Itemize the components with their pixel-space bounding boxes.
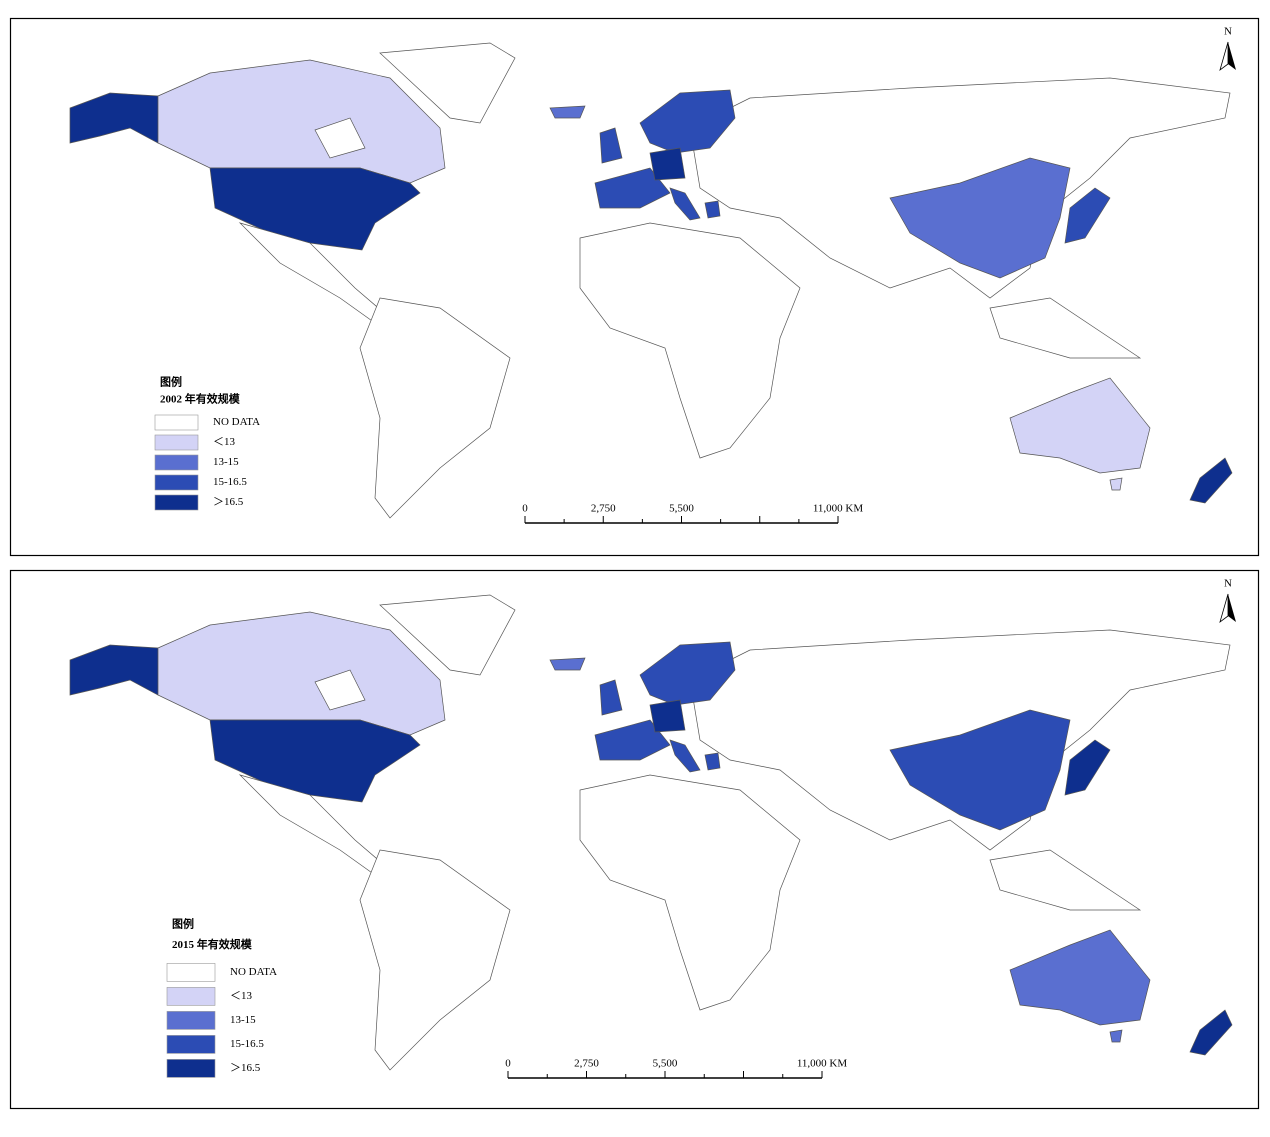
legend-subtitle: 2002 年有效规模: [160, 392, 241, 406]
iceland: [549, 105, 586, 119]
legend-swatch: [154, 474, 199, 491]
greece: [704, 200, 721, 219]
legend-swatch: [154, 454, 199, 471]
africa: [579, 222, 801, 459]
new-zealand: [1189, 457, 1233, 504]
china: [889, 709, 1071, 831]
north-label: N: [1224, 578, 1232, 590]
uk: [599, 127, 623, 164]
alaska: [69, 644, 159, 696]
legend-swatch: [166, 1059, 216, 1078]
greenland: [379, 594, 516, 676]
germany: [649, 147, 686, 181]
north-arrow: [1228, 594, 1236, 622]
china: [889, 157, 1071, 279]
legend-swatch: [154, 494, 199, 511]
legend-subtitle: 2015 年有效规模: [172, 937, 253, 951]
scale-label: 2,750: [574, 1058, 599, 1070]
north-arrow-outline: [1219, 593, 1229, 624]
legend-label: 13-15: [230, 1014, 256, 1026]
greece: [704, 752, 721, 771]
iceland: [549, 657, 586, 671]
scale-label: 0: [522, 503, 528, 515]
legend-title: 图例: [160, 375, 182, 389]
scale-label: 11,000 KM: [813, 503, 864, 515]
legend-swatch: [154, 414, 199, 431]
africa: [579, 774, 801, 1011]
greenland: [379, 42, 516, 124]
japan: [1064, 187, 1111, 244]
uk: [599, 679, 623, 716]
germany: [649, 699, 686, 733]
legend-swatch: [154, 434, 199, 451]
australia: [1009, 377, 1151, 474]
canada: [157, 59, 446, 184]
se-asia: [989, 297, 1142, 359]
alaska: [69, 92, 159, 144]
map-panel: 图例 2015 年有效规模 NO DATA ＜13 13-15 15-16.5 ＞16.5 0…: [9, 569, 1260, 1110]
legend-label: ＜13: [213, 436, 235, 448]
legend-label: 15-16.5: [213, 476, 247, 488]
legend-label: ＜13: [230, 990, 252, 1002]
scale-label: 5,500: [653, 1058, 678, 1070]
map-panel: 图例 2002 年有效规模 NO DATA ＜13 13-15 15-16.5 ＞16.5 0…: [9, 17, 1260, 557]
france-spain: [594, 719, 671, 761]
legend-label: NO DATA: [230, 966, 277, 978]
se-asia: [989, 849, 1142, 911]
australia: [1009, 929, 1151, 1026]
legend-label: ＞16.5: [230, 1062, 261, 1074]
legend-label: ＞16.5: [213, 496, 244, 508]
legend-swatch: [166, 1035, 216, 1054]
tasmania: [1109, 477, 1123, 491]
scale-label: 5,500: [669, 503, 694, 515]
south-america: [359, 297, 511, 519]
italy: [669, 739, 701, 773]
scale-label: 11,000 KM: [797, 1058, 848, 1070]
legend-swatch: [166, 1011, 216, 1030]
legend-label: NO DATA: [213, 416, 260, 428]
legend-swatch: [166, 963, 216, 982]
japan: [1064, 739, 1111, 796]
legend-swatch: [166, 987, 216, 1006]
legend-label: 13-15: [213, 456, 239, 468]
new-zealand: [1189, 1009, 1233, 1056]
scale-label: 0: [505, 1058, 511, 1070]
north-arrow-outline: [1219, 41, 1229, 72]
italy: [669, 187, 701, 221]
france-spain: [594, 167, 671, 209]
south-america: [359, 849, 511, 1071]
scandinavia: [639, 641, 736, 706]
legend-title: 图例: [172, 917, 194, 931]
tasmania: [1109, 1029, 1123, 1043]
scale-label: 2,750: [591, 503, 616, 515]
scandinavia: [639, 89, 736, 154]
north-arrow: [1228, 42, 1236, 70]
hudson-bay: [314, 669, 366, 711]
canada: [157, 611, 446, 736]
legend-label: 15-16.5: [230, 1038, 264, 1050]
hudson-bay: [314, 117, 366, 159]
north-label: N: [1224, 26, 1232, 38]
